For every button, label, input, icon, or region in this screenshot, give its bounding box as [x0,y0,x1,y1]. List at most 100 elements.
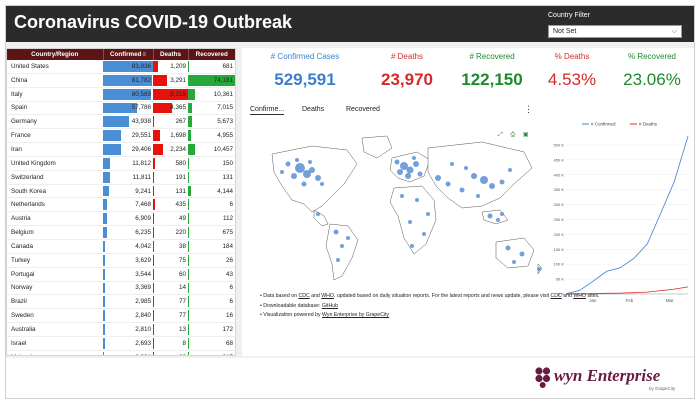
case-bubble[interactable] [291,173,297,179]
case-bubble[interactable] [505,245,511,251]
table-row[interactable]: Portugal 3,544 60 43 [7,267,235,282]
case-bubble[interactable] [303,170,311,178]
case-bubble[interactable] [459,187,465,193]
confirmed-bar [103,254,106,266]
column-header-confirmed[interactable]: Confirmed≡ [103,49,154,60]
case-bubble[interactable] [489,183,495,189]
table-row[interactable]: Iran 29,406 2,234 10,457 [7,142,235,157]
case-bubble[interactable] [408,220,412,224]
cdc-link-2[interactable]: CDC [550,293,562,299]
case-bubble[interactable] [435,175,441,181]
table-row[interactable]: Canada 4,042 38 184 [7,239,235,254]
case-bubble[interactable] [499,179,505,185]
table-row[interactable]: Belgium 6,235 220 675 [7,225,235,240]
table-row[interactable]: Italy 80,589 8,215 10,361 [7,87,235,102]
case-bubble[interactable] [333,229,339,235]
table-row[interactable]: Norway 3,369 14 6 [7,281,235,296]
case-bubble[interactable] [422,232,426,236]
table-row[interactable]: Malaysia 2,031 23 215 [7,350,235,355]
case-bubble[interactable] [400,194,404,198]
column-header-deaths[interactable]: Deaths [153,49,189,60]
case-bubble[interactable] [400,162,408,170]
column-header-recovered[interactable]: Recovered [188,49,235,60]
case-bubble[interactable] [413,161,419,167]
case-bubble[interactable] [406,166,414,174]
table-row[interactable]: Israel 2,693 8 68 [7,336,235,351]
wyn-enterprise-link[interactable]: Wyn Enterprise by GrapeCity [322,312,390,318]
case-bubble[interactable] [519,251,525,257]
table-row[interactable]: Australia 2,810 13 172 [7,322,235,337]
table-row[interactable]: United Kingdom 11,812 580 150 [7,156,235,171]
case-bubble[interactable] [309,167,315,173]
case-bubble[interactable] [315,175,321,181]
table-row[interactable]: France 29,551 1,698 4,955 [7,128,235,144]
note-text: Visualization powered by [263,312,322,318]
cdc-link[interactable]: CDC [298,293,310,299]
case-bubble[interactable] [397,169,403,175]
column-header-country[interactable]: Country/Region [7,49,104,60]
table-row[interactable]: United States 83,836 1,209 681 [7,60,235,74]
case-bubble[interactable] [417,171,423,177]
case-bubble[interactable] [405,173,411,179]
case-bubble[interactable] [445,181,451,187]
case-bubble[interactable] [471,173,477,179]
case-bubble[interactable] [295,158,299,162]
github-link[interactable]: GitHub [321,302,338,309]
case-bubble[interactable] [336,258,340,262]
table-row[interactable]: Spain 57,786 4,365 7,015 [7,101,235,116]
table-row[interactable]: Turkey 3,629 75 26 [7,253,235,268]
deaths-value: 3,291 [170,76,186,84]
case-bubble[interactable] [346,236,350,240]
deaths-cell: 2,234 [153,142,188,157]
table-row[interactable]: Brazil 2,985 77 6 [7,294,235,310]
case-bubble[interactable] [308,160,312,164]
case-bubble[interactable] [280,170,284,174]
download-icon[interactable]: ⎙ [510,132,516,138]
case-bubble[interactable] [464,166,468,170]
table-row[interactable]: South Korea 9,241 131 4,144 [7,184,235,199]
fullscreen-icon[interactable]: ▣ [522,132,529,138]
expand-icon[interactable]: ⤢ [498,132,503,138]
more-options-icon[interactable]: ⋮ [524,104,533,114]
table-row[interactable]: Netherlands 7,468 435 6 [7,197,235,213]
case-bubble[interactable] [537,267,541,271]
case-bubble[interactable] [301,181,307,187]
case-bubble[interactable] [512,260,516,264]
confirmed-cell: 2,840 [103,308,153,324]
case-bubble[interactable] [426,212,430,216]
recovered-value: 112 [222,215,233,223]
case-bubble[interactable] [340,244,344,248]
case-bubble[interactable] [394,159,400,165]
case-bubble[interactable] [295,163,305,173]
tab-deaths[interactable]: Deaths [302,106,325,113]
table-row[interactable]: Sweden 2,840 77 16 [7,308,235,324]
table-row[interactable]: Germany 43,938 267 5,673 [7,114,235,130]
confirmed-cell: 43,938 [103,114,153,130]
world-map[interactable] [252,124,544,289]
case-bubble[interactable] [480,176,488,184]
case-bubble[interactable] [316,212,320,216]
who-link[interactable]: WHO [321,293,334,299]
case-bubble[interactable] [412,156,416,160]
case-bubble[interactable] [410,244,414,248]
country-filter-select[interactable]: Not Set ⌵ [548,25,682,38]
tab-recovered[interactable]: Recovered [346,106,380,113]
table-row[interactable]: Switzerland 11,811 191 131 [7,170,235,185]
tab-confirmed[interactable]: Confirme... [250,106,285,115]
case-bubble[interactable] [450,162,454,166]
who-link-2[interactable]: WHO [573,293,586,299]
case-bubble[interactable] [320,182,324,186]
confirmed-cell: 11,811 [103,170,153,185]
case-bubble[interactable] [496,218,500,222]
recovered-bar [188,116,192,128]
case-bubble[interactable] [487,213,493,219]
table-row[interactable]: China 81,782 3,291 74,181 [7,73,235,88]
case-bubble[interactable] [500,212,504,216]
confirmed-bar [103,296,105,308]
case-bubble[interactable] [415,198,419,202]
deaths-cell: 4,365 [153,101,188,116]
table-row[interactable]: Austria 6,909 49 112 [7,211,235,227]
case-bubble[interactable] [476,194,480,198]
case-bubble[interactable] [508,168,512,172]
case-bubble[interactable] [285,161,291,167]
